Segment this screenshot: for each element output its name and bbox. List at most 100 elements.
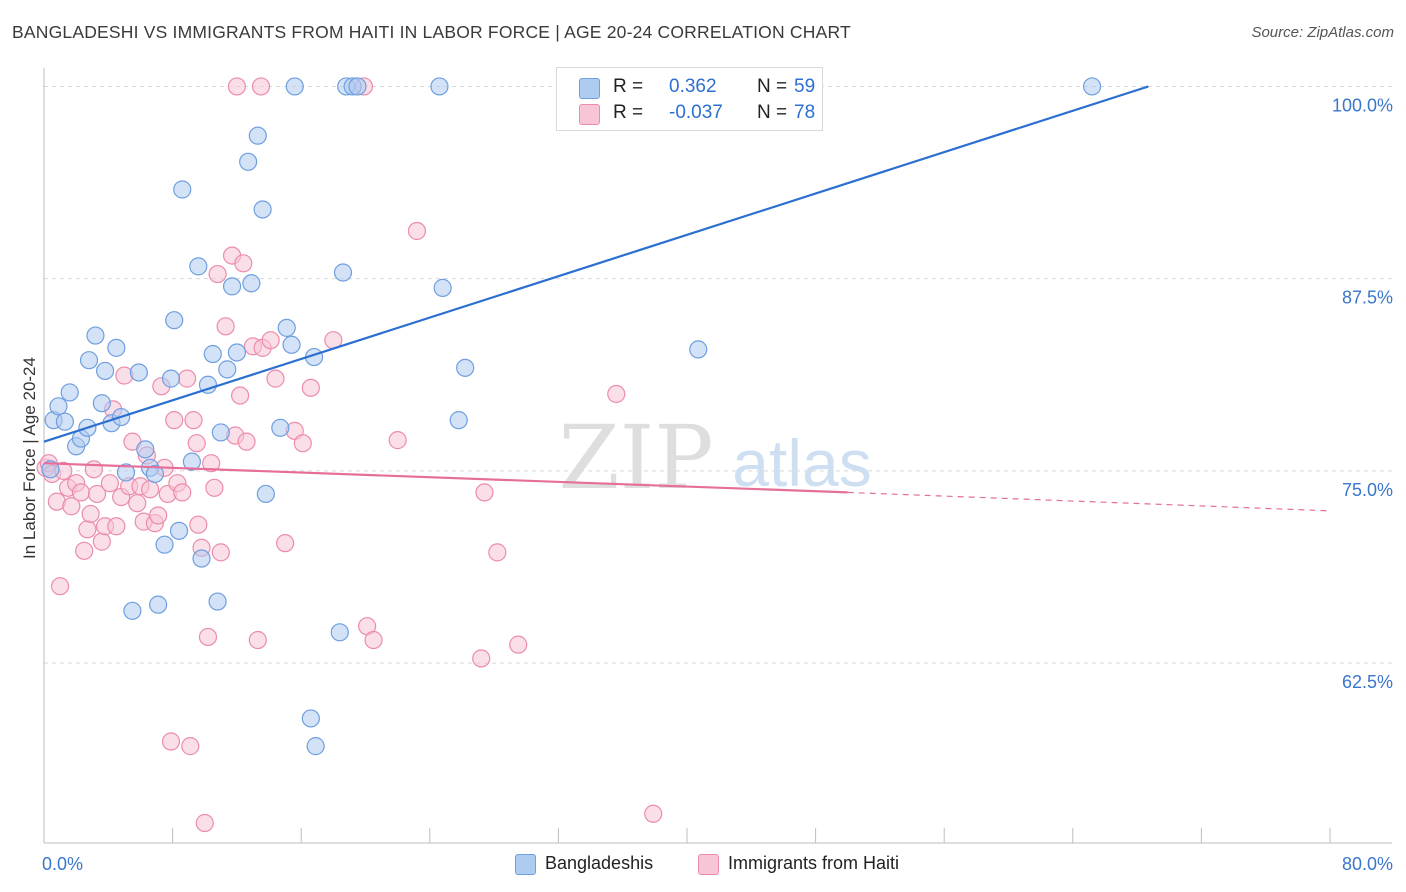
haiti-point (205, 478, 224, 497)
bangladeshi-point (282, 335, 301, 354)
bangladeshi-point (333, 263, 353, 282)
bangladeshi-point (430, 77, 449, 96)
haiti-point (87, 484, 107, 504)
x-tick-labels: 0.0% 80.0% (42, 854, 1393, 874)
bangladeshi-point (41, 460, 60, 479)
bangladeshi-point (129, 363, 148, 382)
y-tick-label: 100.0% (1332, 95, 1393, 115)
haiti-point (195, 813, 214, 833)
legend-swatch-pink (579, 104, 600, 125)
bangladeshi-point (145, 464, 165, 484)
haiti-point (161, 732, 181, 751)
bangladeshi-point (79, 351, 99, 370)
bangladeshi-point (277, 318, 296, 337)
bangladeshi-point (95, 361, 115, 381)
watermark-zip: ZIP (558, 406, 713, 509)
haiti-point (388, 431, 407, 450)
haiti-point (237, 432, 256, 451)
bangladeshi-point (161, 369, 181, 388)
bangladeshi-point (301, 709, 320, 728)
haiti-point (231, 386, 250, 405)
haiti-point (71, 483, 91, 502)
bangladeshi-point (149, 595, 168, 614)
haiti-point (81, 504, 100, 524)
haiti-point (407, 221, 427, 241)
legend-label-haiti: Immigrants from Haiti (728, 853, 900, 873)
haiti-point (488, 543, 507, 562)
y-tick-label: 87.5% (1342, 288, 1393, 308)
y-tick-labels: 62.5% 75.0% 87.5% 100.0% (1332, 95, 1393, 692)
series-legend: Bangladeshis Immigrants from Haiti (0, 851, 1406, 879)
haiti-point (128, 494, 147, 513)
watermark: ZIP atlas (558, 406, 871, 509)
x-tick-label: 80.0% (1342, 854, 1393, 874)
haiti-point (84, 460, 103, 479)
haiti-point (607, 384, 626, 404)
bangladeshi-point (49, 397, 68, 416)
haiti-point (198, 627, 218, 647)
correlation-legend: R = 0.362 N = 59 R = -0.037 N = 78 (556, 67, 823, 131)
haiti-trend-line-extrapolated (847, 491, 1331, 512)
bangladeshi-point (192, 549, 211, 568)
bangladeshi-point (198, 375, 218, 394)
bangladeshi-point (348, 77, 367, 96)
bangladeshi-point (136, 440, 155, 459)
legend-swatch-blue (579, 78, 600, 99)
bangladeshi-point (203, 344, 222, 364)
bangladeshi-point (330, 623, 349, 642)
legend-swatch-pink (698, 854, 719, 875)
bangladeshi-point (253, 200, 272, 219)
bangladeshi-point (165, 311, 184, 330)
bangladeshi-point (456, 358, 475, 377)
haiti-point (251, 77, 271, 96)
haiti-point (78, 520, 97, 539)
bangladeshi-point (107, 338, 126, 357)
legend-label-bangladeshis: Bangladeshis (545, 853, 654, 873)
bangladeshi-point (1082, 77, 1102, 96)
haiti-point (149, 506, 168, 525)
legend-n-label: N = (757, 76, 788, 97)
y-tick-label: 62.5% (1342, 672, 1393, 692)
haiti-point (216, 317, 235, 336)
bangladeshi-point (222, 277, 242, 296)
bangladeshi-point (449, 411, 468, 430)
legend-r-label: R = (613, 102, 644, 123)
legend-r-label: R = (613, 76, 644, 97)
haiti-point (140, 480, 160, 499)
bangladeshi-point (218, 360, 237, 379)
bangladeshi-point (169, 521, 189, 540)
haiti-point (187, 434, 206, 453)
bangladeshi-point (155, 535, 174, 554)
trend-lines (43, 85, 1331, 512)
bangladeshi-point (208, 592, 227, 611)
haiti-point (173, 483, 192, 502)
haiti-point (234, 254, 253, 273)
haiti-point (293, 434, 312, 453)
haiti-point (472, 649, 491, 668)
haiti-point (50, 577, 70, 596)
bangladeshi-point (227, 343, 246, 362)
bangladeshi-point (116, 463, 136, 482)
x-tick-label: 0.0% (42, 854, 83, 874)
haiti-point (202, 454, 221, 473)
haiti-point (165, 411, 184, 430)
bangladeshi-point (55, 412, 74, 431)
haiti-point (181, 737, 200, 756)
legend-swatch-blue (515, 854, 536, 875)
bangladeshi-point (173, 180, 192, 199)
bangladeshi-point (211, 423, 230, 442)
bangladeshi-point (60, 383, 79, 402)
bangladeshi-point (689, 340, 708, 359)
haiti-point (644, 804, 663, 823)
bangladeshi-point (433, 278, 452, 297)
haiti-point (266, 369, 285, 388)
legend-n-value: 59 (794, 76, 816, 97)
haiti-point (177, 369, 197, 388)
legend-r-value: 0.362 (669, 76, 717, 97)
haiti-point (100, 474, 120, 493)
bangladeshi-point (239, 152, 258, 171)
haiti-point (107, 517, 126, 536)
bangladeshi-point (256, 484, 275, 504)
source-label: Source: ZipAtlas.com (1251, 24, 1394, 41)
